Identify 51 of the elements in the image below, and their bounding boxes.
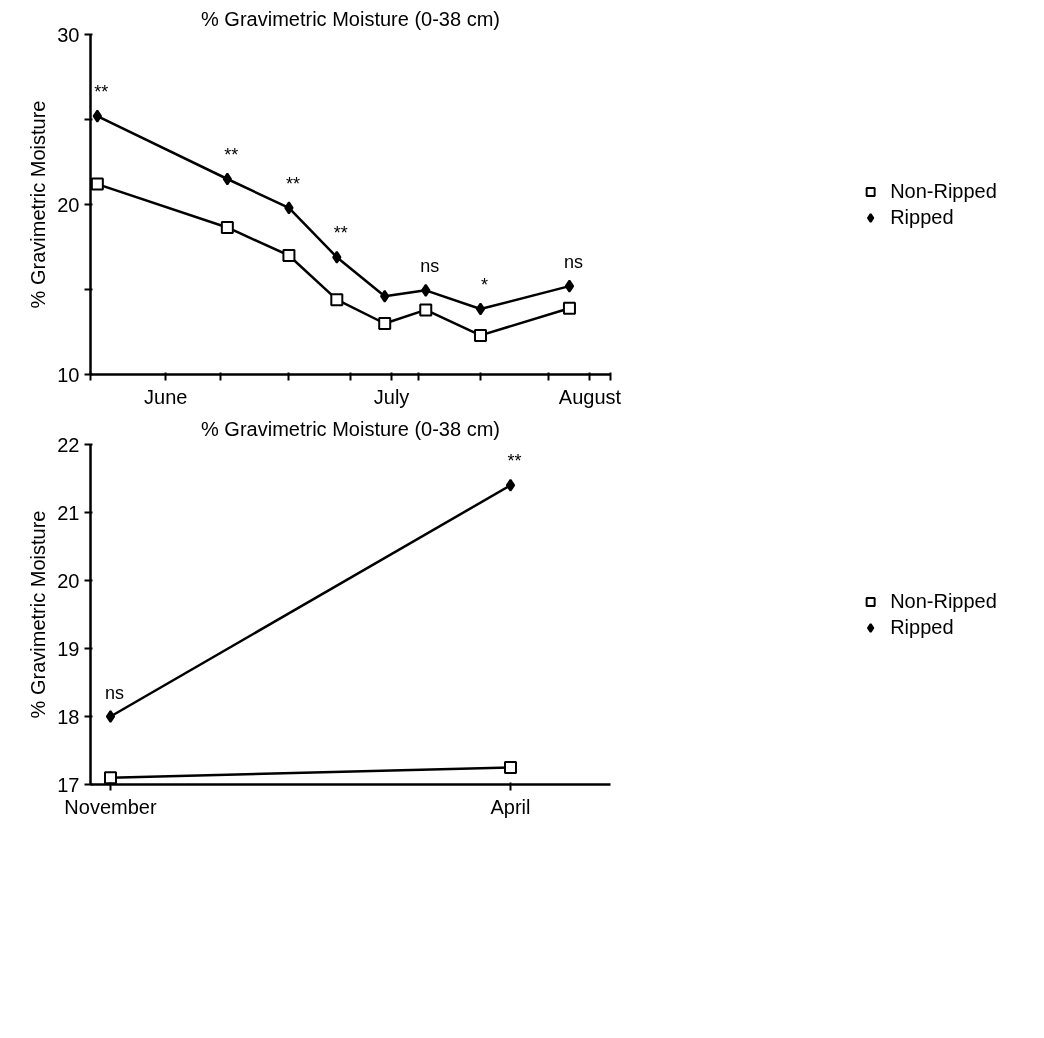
point [564, 279, 575, 293]
y-tick-label: 22 [57, 433, 80, 456]
y-tick-label: 19 [57, 637, 80, 660]
point [504, 761, 517, 774]
y-tick-label: 20 [57, 569, 80, 592]
y-tick-label: 10 [57, 363, 80, 386]
point [332, 250, 342, 264]
point [505, 478, 516, 492]
annotation: ** [224, 145, 239, 165]
y-tick-label: 17 [57, 773, 80, 796]
annotation: ns [420, 256, 440, 277]
point [104, 771, 117, 785]
y-axis-title: % Gravimetric Moisture [27, 100, 50, 309]
annotation: * [481, 275, 489, 296]
point [90, 177, 104, 191]
legend-label: Ripped [890, 615, 954, 639]
point [330, 293, 344, 307]
y-axis-title: % Gravimetric Moisture [27, 510, 50, 719]
y-tick-label: 20 [57, 193, 80, 216]
point [419, 303, 433, 317]
point [474, 328, 487, 342]
y-tick-label: 30 [57, 23, 80, 46]
y-tick-label: 21 [57, 501, 80, 524]
annotation: ns [563, 252, 583, 273]
x-tick-label: April [490, 795, 531, 818]
annotation: ** [333, 223, 348, 244]
y-tick-label: 18 [57, 705, 80, 728]
point [284, 201, 294, 215]
point [380, 289, 390, 303]
point [92, 109, 103, 123]
x-tick-label: July [373, 385, 410, 408]
chart-title: % Gravimetric Moisture (0-38 cm) [201, 417, 500, 440]
annotation: ns [104, 682, 125, 703]
annotation: ** [94, 82, 109, 103]
chart-title: % Gravimetric Moisture (0-38 cm) [201, 7, 500, 30]
x-tick-label: June [144, 385, 188, 408]
point [421, 283, 431, 297]
legend-label: Non-Ripped [890, 589, 997, 613]
point [378, 317, 392, 330]
point [105, 710, 116, 723]
legend-label: Non-Ripped [890, 179, 997, 203]
annotation: ** [507, 451, 522, 472]
x-tick-label: November [64, 795, 157, 818]
annotation: ** [285, 173, 300, 194]
point [222, 172, 233, 186]
point [562, 301, 576, 315]
legend-label: Ripped [890, 205, 954, 229]
point [475, 302, 486, 316]
point [220, 220, 234, 234]
x-tick-label: August [558, 385, 622, 408]
point [282, 249, 296, 262]
